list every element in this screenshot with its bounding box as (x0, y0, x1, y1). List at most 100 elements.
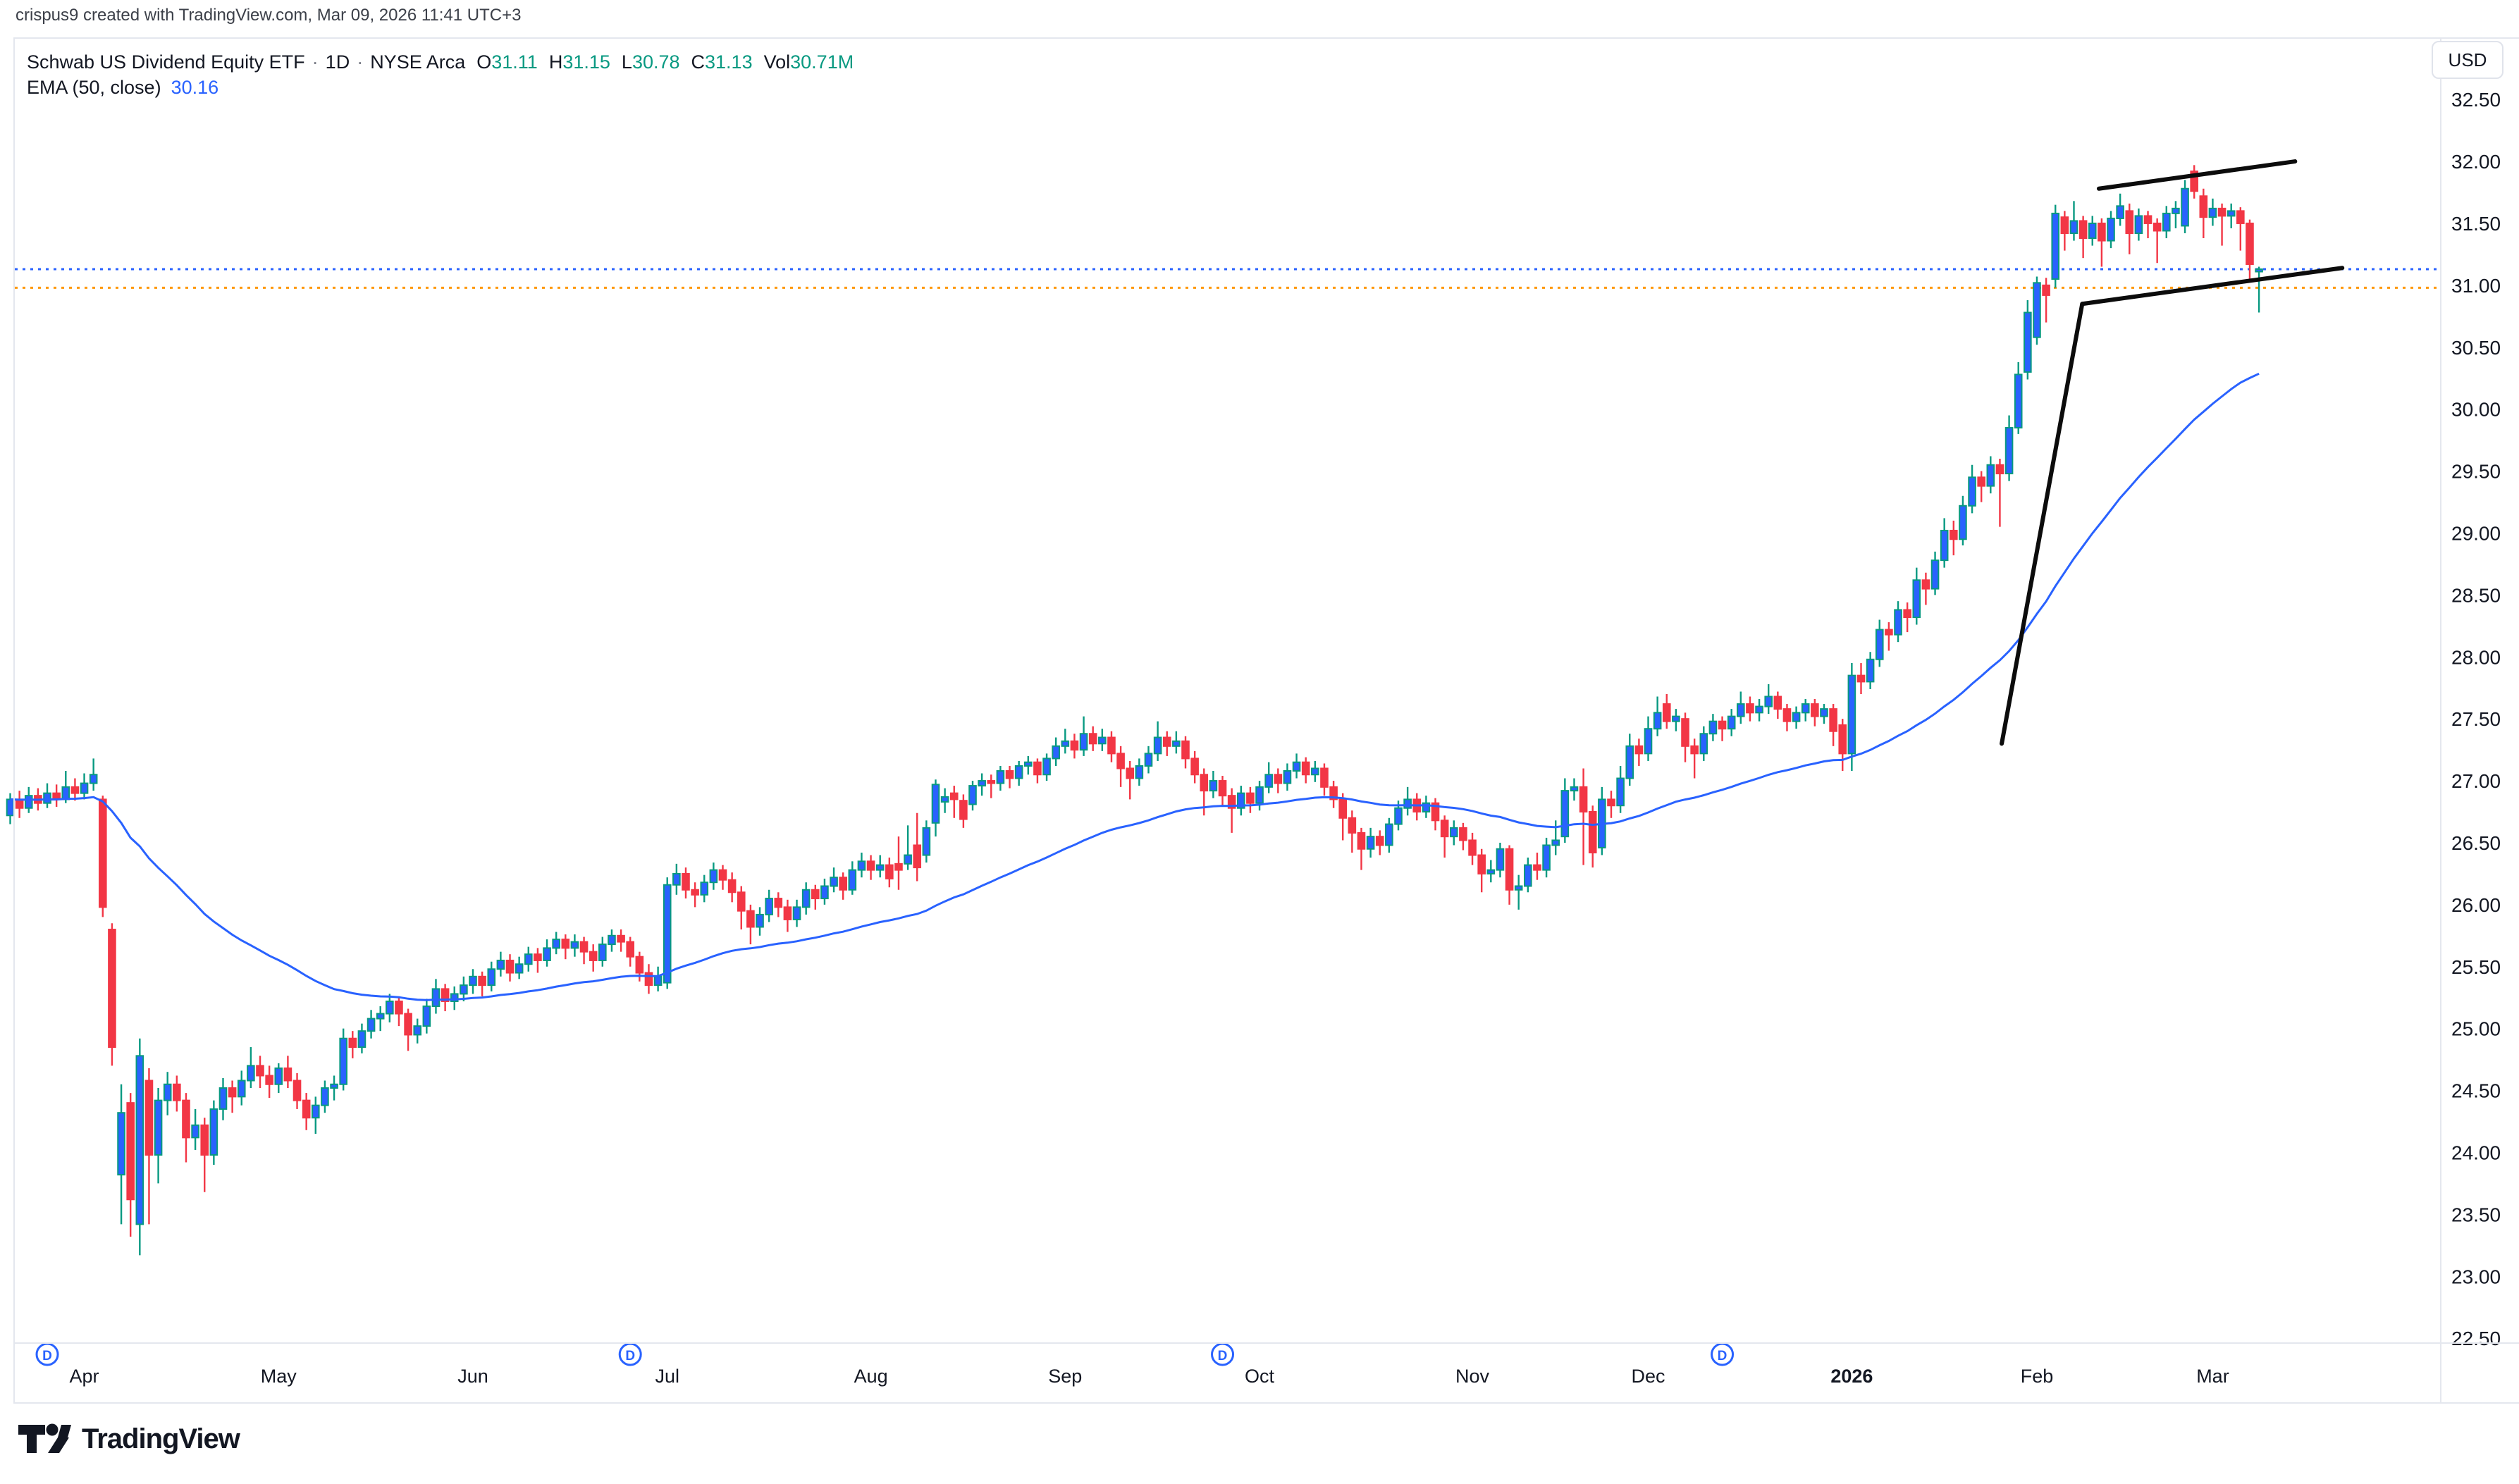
candle[interactable] (848, 861, 857, 895)
candle[interactable] (1986, 456, 1995, 494)
candle[interactable] (1431, 798, 1440, 831)
candle[interactable] (1764, 684, 1773, 715)
candle[interactable] (1551, 820, 1560, 855)
candle[interactable] (949, 786, 959, 818)
candle[interactable] (1162, 731, 1171, 756)
dividend-marker[interactable]: D (618, 1342, 642, 1366)
candle[interactable] (1153, 721, 1162, 761)
candle[interactable] (746, 904, 755, 945)
candle[interactable] (1144, 746, 1153, 774)
candle[interactable] (1135, 758, 1144, 786)
candle[interactable] (1348, 810, 1357, 853)
candle[interactable] (43, 783, 51, 808)
candle[interactable] (1524, 858, 1532, 893)
candle[interactable] (357, 1023, 367, 1053)
candle[interactable] (1681, 712, 1689, 762)
candle[interactable] (1283, 763, 1292, 791)
candle[interactable] (2199, 188, 2208, 239)
candle[interactable] (1634, 738, 1644, 766)
candle[interactable] (200, 1118, 209, 1192)
candle[interactable] (608, 929, 616, 952)
candle[interactable] (404, 1008, 412, 1051)
candle[interactable] (330, 1075, 338, 1101)
candle[interactable] (1903, 602, 1911, 633)
candle[interactable] (478, 971, 486, 996)
candle[interactable] (311, 1096, 320, 1134)
candle[interactable] (940, 788, 949, 813)
candle[interactable] (1477, 848, 1486, 893)
candle[interactable] (1782, 704, 1792, 731)
candle[interactable] (70, 778, 80, 801)
candle[interactable] (15, 791, 24, 818)
candle[interactable] (144, 1068, 154, 1225)
candle[interactable] (1042, 753, 1051, 781)
candle[interactable] (598, 936, 607, 967)
candle[interactable] (191, 1108, 199, 1150)
candle[interactable] (2107, 211, 2115, 249)
candle[interactable] (283, 1056, 292, 1089)
candle[interactable] (515, 956, 524, 979)
candle[interactable] (1366, 827, 1375, 858)
candle[interactable] (1838, 719, 1847, 771)
candle[interactable] (2088, 216, 2097, 246)
candle[interactable] (1616, 765, 1625, 813)
candle[interactable] (339, 1028, 347, 1091)
candle[interactable] (1801, 699, 1810, 722)
candle[interactable] (1968, 464, 1976, 514)
candle[interactable] (1496, 842, 1505, 878)
candle[interactable] (1190, 750, 1199, 784)
interval-label[interactable]: 1D (325, 51, 350, 73)
candle[interactable] (450, 986, 459, 1010)
candle[interactable] (1950, 520, 1958, 556)
candle[interactable] (173, 1075, 181, 1112)
candle[interactable] (163, 1072, 172, 1115)
currency-badge[interactable]: USD (2432, 41, 2503, 79)
candle[interactable] (1052, 737, 1060, 766)
candle[interactable] (644, 964, 653, 994)
candle[interactable] (1588, 805, 1597, 868)
candle[interactable] (1126, 760, 1135, 800)
candle[interactable] (209, 1100, 218, 1165)
candle[interactable] (552, 932, 560, 955)
candle[interactable] (737, 886, 746, 930)
time-axis[interactable]: Apr May Jun Jul Aug Sep Oct Nov Dec 2026 Feb Mar (70, 1366, 2229, 1387)
candle[interactable] (126, 1093, 135, 1237)
candle[interactable] (1329, 781, 1338, 808)
candle[interactable] (1792, 706, 1801, 729)
channel-lower-trendline[interactable] (2080, 266, 2345, 307)
candle[interactable] (1977, 471, 1985, 502)
candle[interactable] (2125, 203, 2134, 254)
candle[interactable] (117, 1084, 125, 1225)
candle[interactable] (1338, 793, 1348, 841)
candle[interactable] (1385, 817, 1393, 853)
candle[interactable] (2162, 206, 2171, 239)
candle[interactable] (1292, 753, 1301, 779)
candle[interactable] (1061, 729, 1070, 754)
candle[interactable] (1098, 729, 1107, 751)
ema-line[interactable] (10, 372, 2260, 1001)
candle[interactable] (1486, 860, 1496, 883)
candle[interactable] (52, 784, 61, 807)
candle[interactable] (1181, 736, 1190, 769)
candle[interactable] (1708, 714, 1718, 741)
candle[interactable] (1672, 709, 1680, 731)
candle[interactable] (2255, 266, 2263, 313)
candle[interactable] (589, 944, 598, 972)
candle[interactable] (885, 858, 894, 888)
candle[interactable] (718, 865, 727, 890)
candle[interactable] (1699, 726, 1708, 761)
candle[interactable] (376, 1006, 385, 1032)
candle[interactable] (904, 825, 912, 870)
candle[interactable] (1320, 763, 1329, 796)
candle[interactable] (487, 961, 496, 991)
candle[interactable] (1940, 518, 1949, 568)
candle[interactable] (635, 951, 644, 982)
candle[interactable] (959, 794, 968, 828)
candle[interactable] (570, 934, 579, 957)
candle[interactable] (108, 923, 116, 1066)
candle[interactable] (348, 1031, 357, 1058)
candle[interactable] (228, 1080, 237, 1113)
candle[interactable] (1375, 830, 1384, 855)
candle[interactable] (1959, 495, 1967, 546)
